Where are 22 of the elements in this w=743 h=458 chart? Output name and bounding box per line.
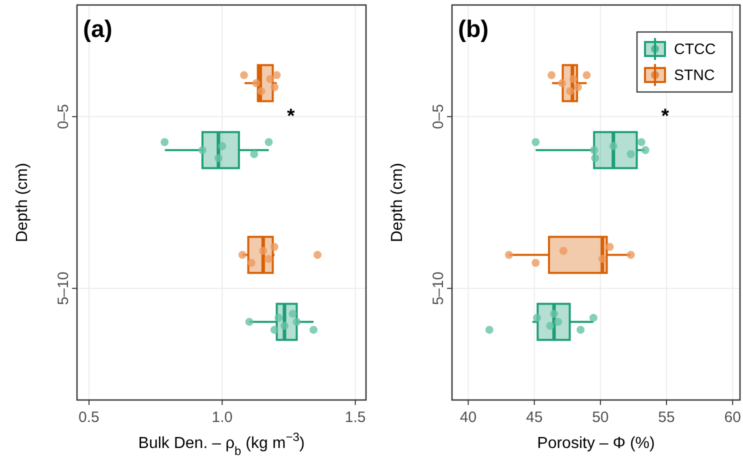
x-tick-label: 40: [460, 409, 477, 426]
y-tick-label: 0–5: [430, 104, 447, 130]
x-tick-label: 60: [724, 409, 741, 426]
text: (b): [458, 16, 489, 43]
legend-label: STNC: [674, 67, 715, 84]
text: (a): [83, 16, 112, 43]
y-axis-title: Depth (cm): [389, 162, 406, 242]
annotation: *: [661, 106, 670, 128]
legend-label: CTCC: [674, 41, 716, 58]
x-tick-label: 55: [658, 409, 675, 426]
x-axis-title: Porosity – Φ (%): [537, 435, 655, 452]
y-tick-label: 0–5: [55, 104, 72, 130]
y-tick-label: 5–10: [55, 272, 72, 306]
y-tick-label: 5–10: [430, 272, 447, 306]
annotation: *: [286, 106, 295, 128]
x-tick-label: 1.5: [344, 409, 366, 426]
x-tick-label: 50: [592, 409, 609, 426]
x-tick-label: 45: [526, 409, 543, 426]
x-tick-label: 1.0: [212, 409, 233, 426]
y-axis-title: Depth (cm): [14, 162, 31, 242]
x-tick-label: 0.5: [78, 409, 100, 426]
x-axis-title: Bulk Den. – ρ$_{b}$ (kg m$^{−3}$): [138, 430, 305, 458]
